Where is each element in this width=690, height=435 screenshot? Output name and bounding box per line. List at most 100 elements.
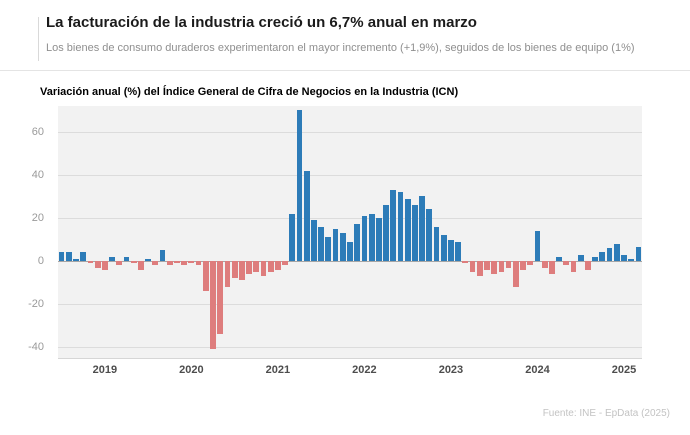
gridline — [58, 218, 642, 219]
bar-2022-02 — [368, 213, 375, 262]
bar-2020-02 — [195, 261, 202, 266]
bar-2023-12 — [527, 261, 534, 266]
chart-subtitle: Los bienes de consumo duraderos experime… — [46, 42, 635, 54]
y-tick-label: 20 — [31, 212, 44, 224]
y-tick-label: 40 — [31, 168, 44, 181]
year-label-2020: 2020 — [179, 364, 204, 376]
bar-2023-09 — [505, 261, 512, 268]
bar-2024-02 — [541, 261, 548, 268]
bar-2020-06 — [224, 261, 231, 287]
bar-2021-07 — [318, 226, 325, 262]
y-tick-label: 60 — [31, 125, 44, 138]
bar-2024-07 — [577, 254, 584, 262]
source-note: Fuente: INE - EpData (2025) — [542, 408, 670, 419]
header-divider — [0, 70, 690, 71]
bar-2022-10 — [426, 209, 433, 262]
bar-2024-09 — [592, 256, 599, 262]
year-label-2025: 2025 — [611, 364, 637, 376]
bar-2022-04 — [383, 205, 389, 262]
bar-2023-08 — [498, 261, 505, 272]
bar-2019-03 — [116, 261, 123, 266]
bar-2020-11 — [260, 261, 267, 277]
bar-2023-02 — [455, 241, 462, 262]
bar-2023-01 — [448, 239, 454, 262]
bar-2019-10 — [166, 261, 173, 266]
bar-2022-09 — [419, 196, 425, 262]
bar-2022-12 — [440, 235, 447, 262]
bar-2024-06 — [570, 261, 577, 272]
bar-2021-01 — [275, 261, 281, 270]
chart-axis-title: Variación anual (%) del Índice General d… — [40, 86, 459, 98]
bar-2018-08 — [65, 252, 72, 262]
bar-2024-03 — [548, 261, 555, 274]
bar-2022-06 — [397, 192, 404, 262]
bar-2021-05 — [303, 170, 310, 262]
bar-2025-03 — [635, 246, 642, 262]
bar-2020-12 — [267, 261, 274, 272]
y-axis-labels: 60 40 20 0 -20 -40 — [0, 106, 52, 358]
bar-2022-01 — [361, 215, 368, 262]
bar-2019-06 — [138, 261, 144, 270]
year-label-2022: 2022 — [352, 364, 377, 376]
bar-2022-03 — [375, 218, 382, 262]
bar-2019-12 — [181, 261, 188, 266]
gridline — [58, 174, 642, 176]
bar-2022-05 — [390, 190, 397, 262]
bar-2024-12 — [613, 243, 620, 262]
bar-2021-02 — [282, 261, 288, 266]
bar-2023-04 — [469, 261, 476, 272]
year-label-2021: 2021 — [265, 364, 291, 376]
bar-2020-04 — [210, 261, 216, 350]
bar-2018-12 — [94, 261, 101, 268]
bar-2019-11 — [174, 261, 180, 264]
bar-2021-04 — [296, 110, 303, 262]
year-label-2023: 2023 — [438, 364, 464, 376]
bar-2018-11 — [87, 261, 94, 264]
bar-2020-01 — [188, 261, 195, 264]
bar-2019-01 — [101, 261, 108, 270]
bar-2018-09 — [73, 258, 79, 262]
year-label-2019: 2019 — [92, 364, 118, 376]
title-rule — [38, 17, 39, 61]
bar-2023-03 — [462, 261, 469, 264]
bar-2024-10 — [599, 252, 606, 262]
y-tick-label: -20 — [28, 298, 44, 311]
bar-2021-12 — [354, 224, 361, 262]
x-axis-labels: 2019 2020 2021 2022 2023 2024 2025 — [58, 362, 642, 380]
bar-2022-08 — [412, 205, 418, 262]
bar-2020-07 — [231, 261, 238, 279]
bar-2024-11 — [606, 248, 613, 262]
bar-2023-06 — [484, 261, 490, 270]
bar-2025-02 — [628, 258, 635, 262]
gridline — [58, 304, 642, 306]
bar-2021-10 — [339, 233, 346, 262]
bar-2020-05 — [217, 261, 224, 335]
bar-2020-09 — [246, 261, 252, 274]
y-tick-label: -40 — [28, 341, 44, 354]
bar-2022-11 — [433, 226, 440, 262]
bar-2019-04 — [123, 256, 130, 262]
bar-2023-05 — [476, 261, 483, 277]
chart-headline: La facturación de la industria creció un… — [46, 14, 477, 31]
gridline — [58, 131, 642, 133]
bar-2018-10 — [80, 252, 87, 262]
bar-2019-05 — [130, 261, 137, 264]
bar-2024-01 — [534, 230, 541, 262]
bar-2019-07 — [145, 258, 151, 262]
bar-2024-08 — [585, 261, 591, 270]
y-tick-label: 0 — [37, 255, 44, 268]
bar-2024-04 — [556, 256, 562, 262]
bar-2023-11 — [520, 261, 526, 270]
bar-2021-11 — [347, 241, 353, 262]
gridline — [58, 347, 642, 349]
bar-2018-07 — [58, 252, 65, 262]
bar-2019-02 — [109, 256, 115, 262]
bar-2021-08 — [325, 237, 332, 262]
bar-2021-09 — [332, 228, 339, 262]
bar-2019-08 — [152, 261, 159, 266]
bar-2021-03 — [289, 213, 296, 262]
bar-2020-08 — [238, 261, 245, 281]
zero-gridline — [58, 261, 642, 263]
bar-2025-01 — [621, 254, 627, 262]
